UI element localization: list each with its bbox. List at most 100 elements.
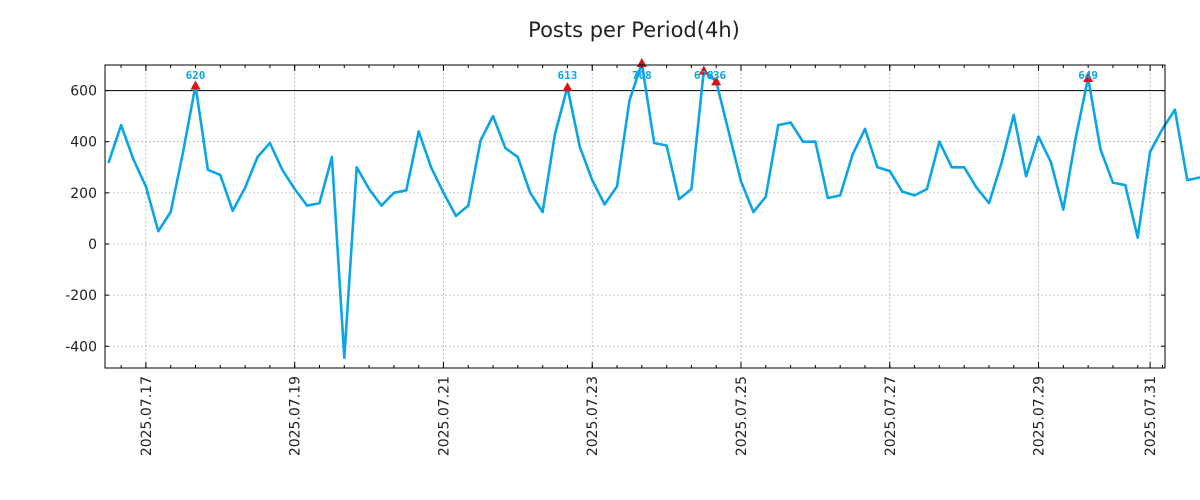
data-point xyxy=(987,201,991,205)
data-point xyxy=(628,99,631,102)
data-point xyxy=(429,166,433,169)
y-tick-label: 200 xyxy=(70,186,97,202)
data-point xyxy=(764,195,767,198)
data-point xyxy=(206,168,210,172)
data-point xyxy=(938,140,941,143)
data-point xyxy=(380,204,383,207)
data-point xyxy=(913,194,916,197)
x-tick-label: 2025.07.17 xyxy=(139,376,155,456)
data-point xyxy=(392,191,396,195)
data-point xyxy=(776,123,780,127)
data-point xyxy=(1049,160,1053,164)
peak-marker xyxy=(698,65,709,75)
data-point xyxy=(1124,183,1127,187)
peak-marker xyxy=(562,82,573,92)
data-point xyxy=(256,155,259,159)
data-point xyxy=(1062,208,1065,211)
data-point xyxy=(851,153,854,156)
data-point xyxy=(479,139,482,142)
peak-label: 678 xyxy=(694,69,714,82)
data-point xyxy=(975,186,978,189)
data-point xyxy=(578,145,582,149)
series-line xyxy=(107,61,1200,360)
x-tick-label: 2025.07.31 xyxy=(1143,376,1159,456)
data-point xyxy=(318,201,321,205)
data-point xyxy=(1111,181,1115,184)
data-point xyxy=(491,114,495,118)
x-tick-label: 2025.07.25 xyxy=(734,376,750,456)
data-point xyxy=(343,356,346,359)
x-tick-label: 2025.07.21 xyxy=(436,376,452,456)
peak-label: 620 xyxy=(186,69,206,82)
y-tick-label: -400 xyxy=(65,339,97,355)
data-point xyxy=(925,187,929,191)
data-point xyxy=(615,185,619,188)
data-point xyxy=(442,191,445,195)
data-point xyxy=(243,186,247,189)
data-point xyxy=(1037,135,1040,138)
data-point xyxy=(1148,150,1152,154)
grid-layer xyxy=(105,65,1165,368)
data-point xyxy=(529,191,532,195)
data-point xyxy=(107,160,110,164)
peak-label: 636 xyxy=(706,69,726,82)
data-point xyxy=(293,187,296,191)
data-point xyxy=(144,185,148,188)
data-point xyxy=(119,123,123,127)
data-point xyxy=(962,166,966,169)
data-point xyxy=(677,198,681,201)
series-layer xyxy=(107,61,1200,360)
y-tick-label: 0 xyxy=(88,237,97,253)
data-point xyxy=(516,155,520,159)
chart-title: Posts per Period(4h) xyxy=(528,18,740,42)
peak-label: 708 xyxy=(632,69,652,82)
data-point xyxy=(417,130,420,133)
data-point xyxy=(1024,175,1028,178)
data-point xyxy=(665,144,668,147)
x-tick-label: 2025.07.23 xyxy=(585,376,601,456)
data-point xyxy=(1136,236,1139,239)
data-point xyxy=(838,194,842,197)
data-point xyxy=(950,166,953,169)
peak-marker xyxy=(1083,73,1094,83)
data-point xyxy=(467,204,470,207)
peak-marker xyxy=(190,80,201,90)
data-point xyxy=(888,169,891,173)
data-point xyxy=(1173,108,1177,111)
data-point xyxy=(789,121,792,124)
data-point xyxy=(1000,162,1003,165)
data-point xyxy=(653,141,656,145)
y-tick-label: -200 xyxy=(65,288,97,304)
data-point xyxy=(739,180,743,183)
data-point xyxy=(181,150,185,154)
data-point xyxy=(405,189,408,192)
data-point xyxy=(504,146,507,150)
data-point xyxy=(814,140,817,143)
data-point xyxy=(603,203,606,206)
data-point xyxy=(801,140,805,143)
data-point xyxy=(1099,148,1102,151)
data-point xyxy=(367,187,371,191)
data-point xyxy=(1012,113,1015,117)
data-point xyxy=(553,132,557,136)
x-tick-label: 2025.07.27 xyxy=(883,376,899,456)
data-point xyxy=(541,210,544,214)
data-point xyxy=(591,178,594,182)
data-point xyxy=(268,141,272,145)
data-point xyxy=(454,214,458,218)
data-point xyxy=(1161,127,1164,131)
data-point xyxy=(1074,136,1077,140)
data-point xyxy=(231,209,234,212)
y-tick-label: 600 xyxy=(70,84,97,100)
data-point xyxy=(690,187,693,191)
data-point xyxy=(330,155,334,159)
x-tick-label: 2025.07.29 xyxy=(1032,376,1048,456)
data-point xyxy=(169,210,172,214)
data-point xyxy=(157,230,160,233)
x-tick-label: 2025.07.19 xyxy=(288,376,304,456)
data-point xyxy=(132,158,135,161)
data-point xyxy=(876,166,879,169)
data-point xyxy=(863,127,867,131)
